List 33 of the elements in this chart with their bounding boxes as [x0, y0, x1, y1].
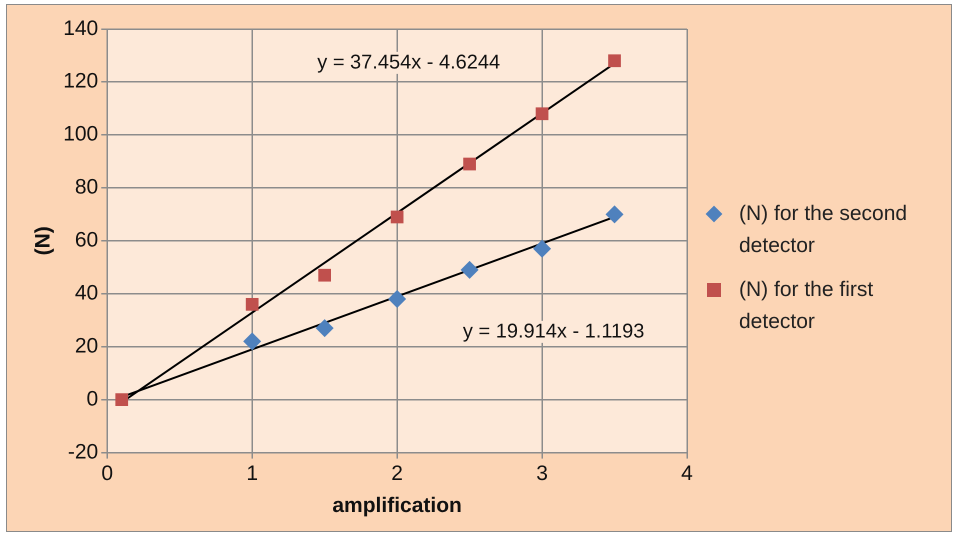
- point: [390, 210, 404, 224]
- x-tick-label: 0: [101, 462, 114, 485]
- point: [318, 268, 332, 282]
- point: [388, 290, 406, 308]
- point: [608, 54, 621, 68]
- point: [243, 332, 262, 350]
- x-tick-label: 1: [246, 462, 258, 485]
- point: [115, 393, 128, 406]
- legend-label: (N) for the first detector: [739, 277, 874, 335]
- point: [533, 240, 552, 258]
- point: [246, 298, 259, 311]
- point: [463, 158, 476, 170]
- y-axis-title: (N): [31, 226, 54, 256]
- y-tick-label: 0: [86, 387, 98, 410]
- y-tick-label: 140: [63, 16, 98, 40]
- y-tick-label: 60: [74, 228, 98, 252]
- x-tick-label: 2: [391, 462, 403, 485]
- y-tick-label: 80: [74, 176, 98, 199]
- y-tick-label: 100: [63, 122, 98, 146]
- point: [316, 319, 334, 338]
- x-tick-label: 3: [536, 462, 548, 485]
- y-tick-label: 120: [63, 70, 98, 93]
- x-axis-title: amplification: [332, 494, 462, 518]
- y-tick-label: 20: [74, 334, 98, 358]
- point: [606, 205, 624, 224]
- y-tick-label: 40: [74, 282, 98, 305]
- annotation: y = 37.454x - 4.6244: [317, 51, 500, 74]
- annotation: y = 19.914x - 1.1193: [462, 320, 644, 342]
- point: [460, 260, 479, 279]
- x-tick-label: 4: [681, 462, 694, 485]
- point: [536, 107, 548, 120]
- y-tick-label: -20: [68, 440, 98, 464]
- legend-label: (N) for the second detector: [739, 201, 908, 259]
